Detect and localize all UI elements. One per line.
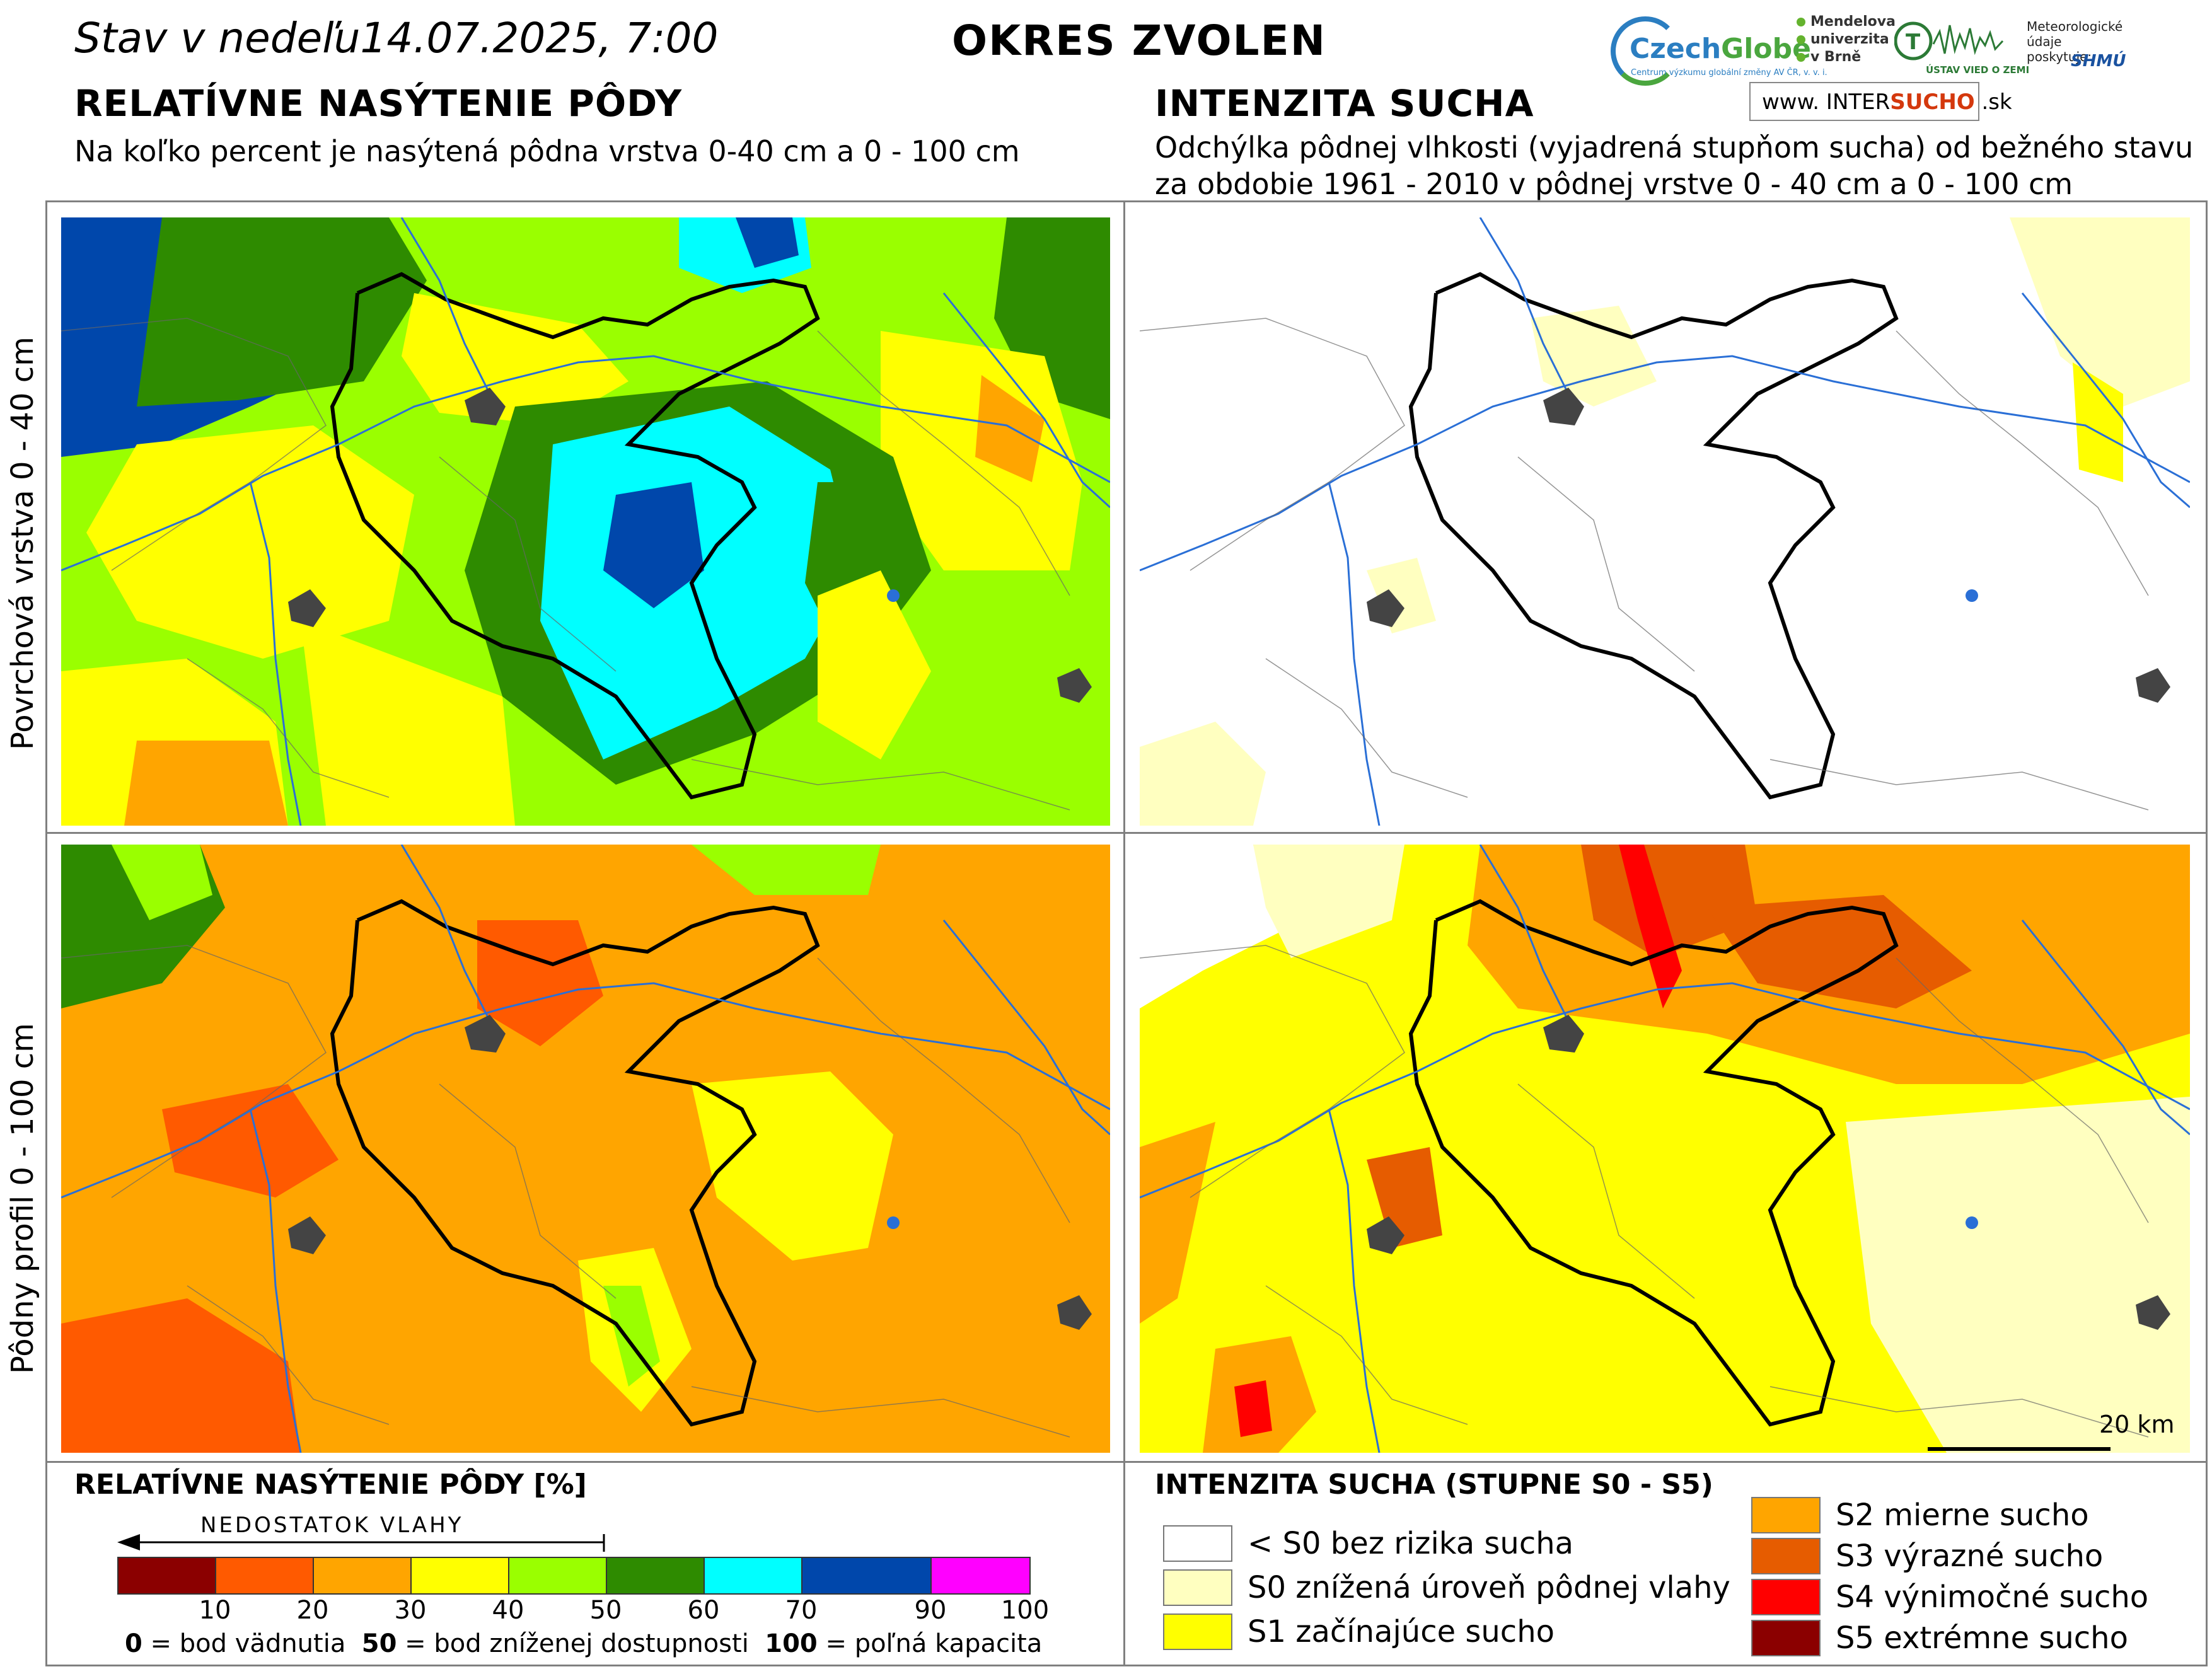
- saturation-section-subtitle: Na koľko percent je nasýtená pôdna vrstv…: [74, 134, 1020, 168]
- colorbar-segment-0-10: [119, 1558, 216, 1593]
- legend-swatch: [1751, 1579, 1821, 1615]
- colorbar-segment-10-20: [216, 1558, 314, 1593]
- colorbar-segment-30-40: [412, 1558, 509, 1593]
- colorbar-segment-90-100: [932, 1558, 1029, 1593]
- ustav-vied-o-zemi-logo: T ÚSTAV VIED O ZEMI: [1894, 19, 2029, 88]
- deficit-label: NEDOSTATOK VLAHY: [200, 1513, 464, 1538]
- colorbar-segment-60-70: [705, 1558, 802, 1593]
- drought-section-title: INTENZITA SUCHA: [1155, 82, 1534, 125]
- svg-text:T: T: [1906, 30, 1921, 55]
- mendel-university-logo: Mendelova univerzita v Brně: [1797, 14, 1896, 96]
- tick-label: 30: [394, 1596, 427, 1625]
- drought-legend-item: S4 výnimočné sucho: [1751, 1579, 2148, 1615]
- saturation-section-title: RELATÍVNE NASÝTENIE PÔDY: [74, 82, 683, 125]
- tick-label: 100: [1000, 1596, 1050, 1625]
- tick-label: 20: [296, 1596, 329, 1625]
- drought-section-subtitle-1: Odchýlka pôdnej vlhkosti (vyjadrená stup…: [1155, 130, 2194, 165]
- tick-label: 70: [785, 1596, 818, 1625]
- drought-legend-item: S3 výrazné sucho: [1751, 1538, 2103, 1574]
- tick-label: 60: [687, 1596, 720, 1625]
- colorbar-segment-40-50: [509, 1558, 607, 1593]
- saturation-map-topsoil: [61, 217, 1110, 826]
- shmu-logo: SHMÚ: [2071, 52, 2126, 71]
- drought-legend-title: INTENZITA SUCHA (STUPNE S0 - S5): [1155, 1469, 1713, 1501]
- drought-legend-item: < S0 bez rizika sucha: [1163, 1525, 1573, 1562]
- meteo-data-provider-label: Meteorologické údaje poskytuje:: [2027, 19, 2123, 64]
- drought-legend-item: S2 mierne sucho: [1751, 1497, 2089, 1533]
- date-label: Stav v nedeľu14.07.2025, 7:00: [74, 14, 719, 62]
- drought-map-profile: [1140, 845, 2190, 1453]
- legend-swatch: [1163, 1525, 1232, 1562]
- tick-label: 10: [199, 1596, 231, 1625]
- drought-legend-item: S1 začínajúce sucho: [1163, 1613, 1555, 1650]
- saturation-legend-title: RELATÍVNE NASÝTENIE PÔDY [%]: [74, 1469, 587, 1501]
- czechglobe-logo: CzechGlobe Centrum výzkumu globální změn…: [1611, 14, 1827, 89]
- colorbar-segment-50-60: [607, 1558, 705, 1593]
- panel-frame: [45, 200, 2208, 1666]
- tick-label: 90: [914, 1596, 947, 1625]
- drought-section-subtitle-2: za obdobie 1961 - 2010 v pôdnej vrstve 0…: [1155, 167, 2073, 201]
- colorbar-segment-20-30: [314, 1558, 412, 1593]
- saturation-legend-note: 0 = bod vädnutia 50 = bod zníženej dostu…: [125, 1629, 1043, 1658]
- saturation-map-profile: [61, 845, 1110, 1453]
- tick-label: 50: [589, 1596, 622, 1625]
- drought-map-topsoil: [1140, 217, 2190, 826]
- district-title: OKRES ZVOLEN: [952, 16, 1326, 65]
- scalebar-label: 20 km: [2099, 1411, 2175, 1438]
- scalebar: [1928, 1447, 2111, 1451]
- intersucho-link[interactable]: www. INTERSUCHO .sk: [1749, 82, 2012, 121]
- drought-legend-item: S5 extrémne sucho: [1751, 1620, 2128, 1656]
- legend-swatch: [1163, 1613, 1232, 1650]
- drought-legend-item: S0 znížená úroveň pôdnej vlahy: [1163, 1569, 1730, 1606]
- deficit-arrow-icon: [117, 1534, 605, 1552]
- row-label-topsoil: Povrchová vrstva 0 - 40 cm: [5, 337, 40, 750]
- legend-swatch: [1751, 1497, 1821, 1533]
- saturation-colorbar: [117, 1557, 1031, 1595]
- legend-swatch: [1751, 1538, 1821, 1574]
- tick-label: 40: [492, 1596, 524, 1625]
- legend-swatch: [1751, 1620, 1821, 1656]
- legend-swatch: [1163, 1569, 1232, 1606]
- row-label-profile: Pôdny profil 0 - 100 cm: [5, 1023, 40, 1374]
- colorbar-segment-70-90: [802, 1558, 932, 1593]
